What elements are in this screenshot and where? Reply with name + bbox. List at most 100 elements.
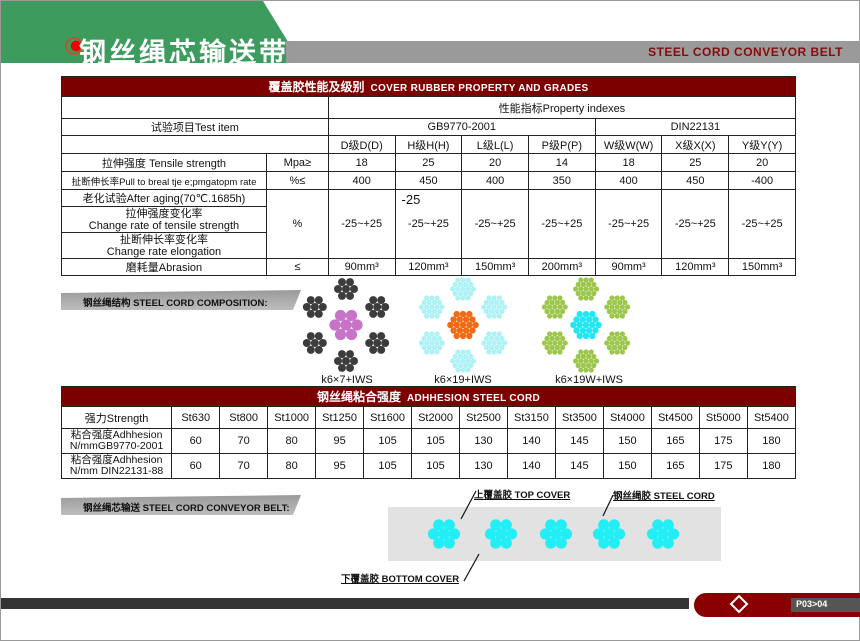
- outer-strand-wire: [429, 349, 435, 355]
- outer-strand-wire: [424, 304, 430, 310]
- outer-strand-wire: [494, 299, 500, 306]
- outer-strand-wire: [365, 339, 374, 347]
- cell-value: -25~+25: [461, 189, 529, 259]
- cell-value: 80: [267, 453, 317, 479]
- outer-strand-wire: [483, 344, 489, 351]
- belt-steel-cord: [667, 528, 680, 540]
- outer-strand-wire: [488, 299, 495, 306]
- outer-strand-wire: [350, 357, 358, 365]
- outer-strand-wire: [604, 340, 610, 346]
- strength-header: St5000: [698, 406, 748, 429]
- outer-strand-wire: [486, 340, 492, 346]
- outer-strand-wire: [491, 331, 497, 337]
- outer-strand-wire: [373, 303, 382, 311]
- outer-strand-wire: [429, 340, 435, 346]
- outer-strand-wire: [465, 295, 471, 301]
- outer-strand-wire: [557, 304, 563, 310]
- row-unit: %: [265, 189, 329, 259]
- outer-strand-wire: [617, 299, 623, 306]
- belt-steel-cord: [500, 519, 512, 531]
- outer-strand-wire: [578, 295, 584, 301]
- outer-strand-wire: [491, 313, 497, 319]
- core-strand-wire: [345, 309, 358, 322]
- outer-strand-wire: [369, 296, 378, 305]
- core-strand-wire: [469, 316, 476, 323]
- outer-strand-wire: [418, 304, 425, 310]
- core-strand-wire: [459, 332, 467, 340]
- outer-strand-wire: [377, 345, 386, 354]
- outer-strand-wire: [455, 286, 461, 292]
- outer-strand-wire: [496, 349, 502, 355]
- adhesion-table: 钢丝绳粘合强度 ADHHESION STEEL CORD 强力Strength St…: [60, 386, 797, 479]
- outer-strand-wire: [439, 304, 445, 310]
- table-row: 扯断伸长率Pull to breal tje e;pmgatopm rate %≤…: [61, 171, 796, 190]
- outer-strand-wire: [580, 281, 586, 288]
- outer-strand-wire: [609, 304, 615, 310]
- belt-steel-cord: [490, 537, 502, 549]
- row-unit: Mpa≥: [265, 153, 329, 172]
- outer-strand-wire: [455, 349, 461, 355]
- grade-header: L级L(L): [461, 135, 529, 154]
- strength-header: St1000: [267, 406, 317, 429]
- cell-value: 60: [171, 453, 221, 479]
- core-strand-wire: [585, 327, 593, 334]
- outer-strand-wire: [606, 344, 612, 351]
- outer-strand-wire: [549, 335, 555, 342]
- outer-strand-wire: [552, 313, 558, 319]
- outer-strand-wire: [588, 367, 594, 373]
- cell-value: 450: [394, 171, 463, 190]
- row-label-line: N/mm DIN22131-88: [69, 465, 164, 477]
- outer-strand-wire: [437, 335, 443, 342]
- core-strand-wire: [582, 310, 590, 318]
- strength-header: St4000: [602, 406, 652, 429]
- outer-strand-wire: [557, 313, 563, 319]
- outer-strand-wire: [481, 340, 487, 346]
- core-strand-wire: [450, 316, 457, 323]
- outer-strand-wire: [619, 340, 625, 346]
- strength-header: St5400: [746, 406, 797, 429]
- table-row: 拉伸强度变化率 Change rate of tensile strength: [61, 206, 796, 233]
- composition-caption: k6×7+IWS: [321, 374, 373, 386]
- outer-strand-wire: [547, 304, 553, 310]
- row-label-line: 粘合强度Adhhesion: [70, 454, 163, 466]
- cell-value: 90mm³: [327, 258, 396, 276]
- outer-strand-wire: [431, 344, 438, 351]
- cell-value: 175: [698, 428, 748, 454]
- outer-strand-wire: [624, 304, 631, 310]
- outer-strand-wire: [486, 331, 492, 337]
- core-strand-wire: [570, 321, 577, 329]
- belt-steel-cord: [608, 537, 620, 549]
- brand-logo-icon: [729, 594, 749, 614]
- core-strand-wire: [592, 327, 599, 334]
- outer-strand-wire: [460, 286, 466, 292]
- strength-header: St3500: [554, 406, 604, 429]
- outer-strand-wire: [573, 358, 579, 364]
- belt-steel-cord: [613, 528, 626, 540]
- outer-strand-wire: [619, 304, 625, 310]
- core-strand-wire: [466, 310, 473, 318]
- grade-header: Y级Y(Y): [728, 135, 796, 154]
- belt-steel-cord: [443, 519, 455, 531]
- outer-strand-wire: [465, 349, 471, 355]
- belt-steel-cord: [545, 519, 557, 531]
- aging-label: 扯断伸长率变化率 Change rate elongation: [61, 232, 267, 259]
- grade-header: H级H(H): [394, 135, 463, 154]
- outer-strand-wire: [434, 313, 440, 319]
- outer-strand-wire: [606, 335, 612, 342]
- outer-strand-wire: [496, 295, 502, 301]
- outer-strand-wire: [554, 299, 561, 306]
- core-strand-wire: [595, 321, 602, 329]
- outer-strand-wire: [549, 308, 555, 315]
- outer-strand-wire: [583, 277, 589, 283]
- outer-strand-wire: [455, 358, 461, 364]
- outer-strand-wire: [468, 281, 474, 288]
- outer-strand-wire: [465, 358, 471, 364]
- outer-strand-wire: [350, 285, 358, 293]
- logo-icon: [65, 37, 83, 55]
- outer-strand-wire: [481, 304, 487, 310]
- core-strand-wire: [456, 327, 464, 334]
- cell-value: 145: [554, 453, 604, 479]
- outer-strand-wire: [541, 304, 548, 310]
- core-strand-wire: [589, 332, 596, 340]
- outer-strand-wire: [434, 331, 440, 337]
